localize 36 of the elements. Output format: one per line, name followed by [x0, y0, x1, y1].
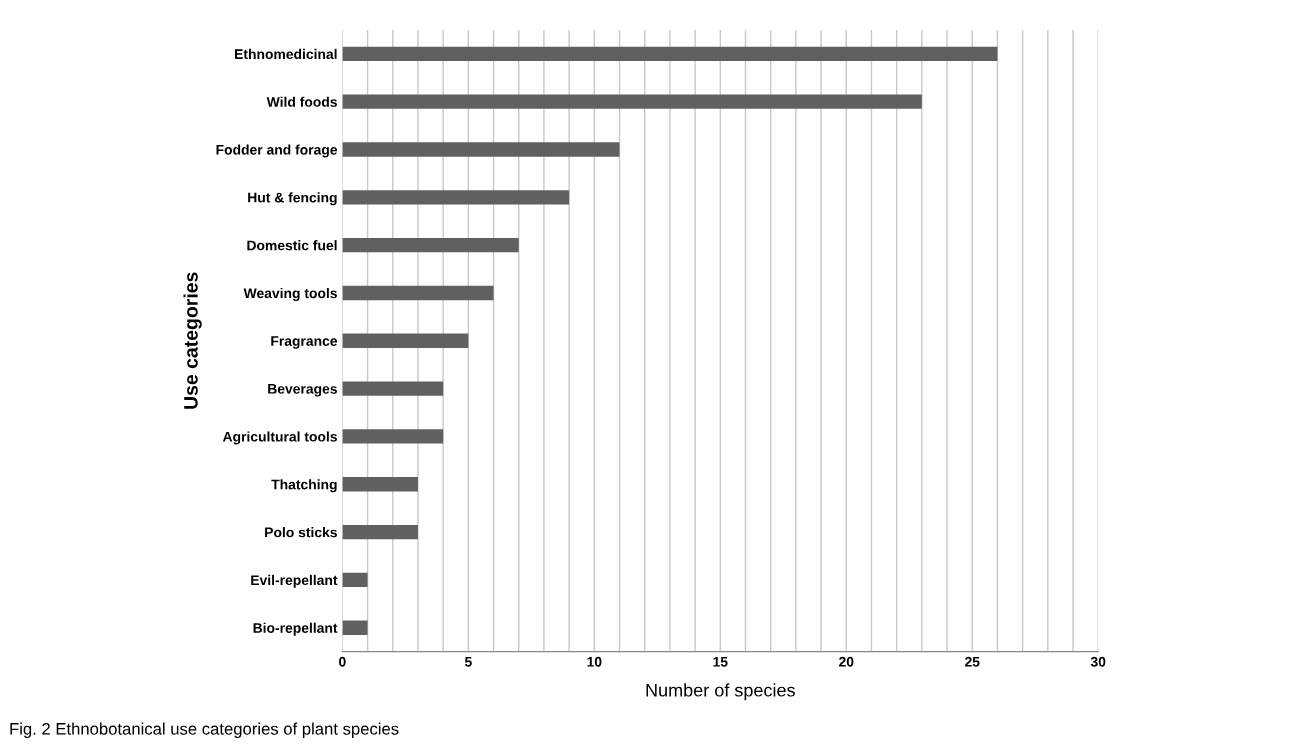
bar	[342, 285, 494, 301]
bar	[342, 333, 469, 348]
x-tick-label: 5	[464, 657, 472, 667]
bar	[342, 46, 998, 62]
x-tick-label: 10	[587, 656, 602, 667]
y-tick-label: Agricultural tools	[222, 431, 337, 445]
bar	[342, 477, 418, 492]
bar	[342, 381, 444, 396]
y-tick-label: Beverages	[268, 384, 337, 397]
y-tick-label: Weaving tools	[243, 287, 337, 301]
caption: Fig. 2 Ethnobotanical use categories of plant species	[10, 722, 399, 739]
y-tick-label: Ethnomedicinal	[235, 48, 337, 60]
y-tick-label: Wild foods	[266, 96, 337, 107]
x-tick-label: 25	[964, 656, 980, 667]
bar	[342, 142, 620, 157]
y-tick-label: Evil-repellant	[251, 574, 338, 588]
y-axis-title: Use categories	[183, 272, 202, 409]
y-tick-label: Thatching	[271, 479, 337, 493]
y-tick-label: Fodder and forage	[216, 144, 338, 158]
x-axis-title: Number of species	[646, 683, 795, 701]
bar	[342, 620, 368, 635]
bar	[342, 190, 570, 205]
x-tick-label: 30	[1090, 656, 1106, 667]
y-tick-label: Hut & fencing	[248, 192, 337, 206]
bar	[342, 572, 368, 588]
bar	[342, 237, 519, 253]
bar	[342, 94, 922, 109]
bar	[342, 429, 444, 444]
x-tick-label: 15	[713, 657, 728, 667]
y-tick-label: Bio-repellant	[253, 622, 338, 636]
bar	[342, 524, 418, 540]
y-tick-label: Polo sticks	[265, 527, 337, 538]
x-tick-label: 0	[339, 656, 346, 667]
x-tick-label: 20	[839, 656, 854, 667]
y-tick-label: Fragrance	[271, 336, 338, 349]
y-tick-label: Domestic fuel	[247, 240, 337, 251]
